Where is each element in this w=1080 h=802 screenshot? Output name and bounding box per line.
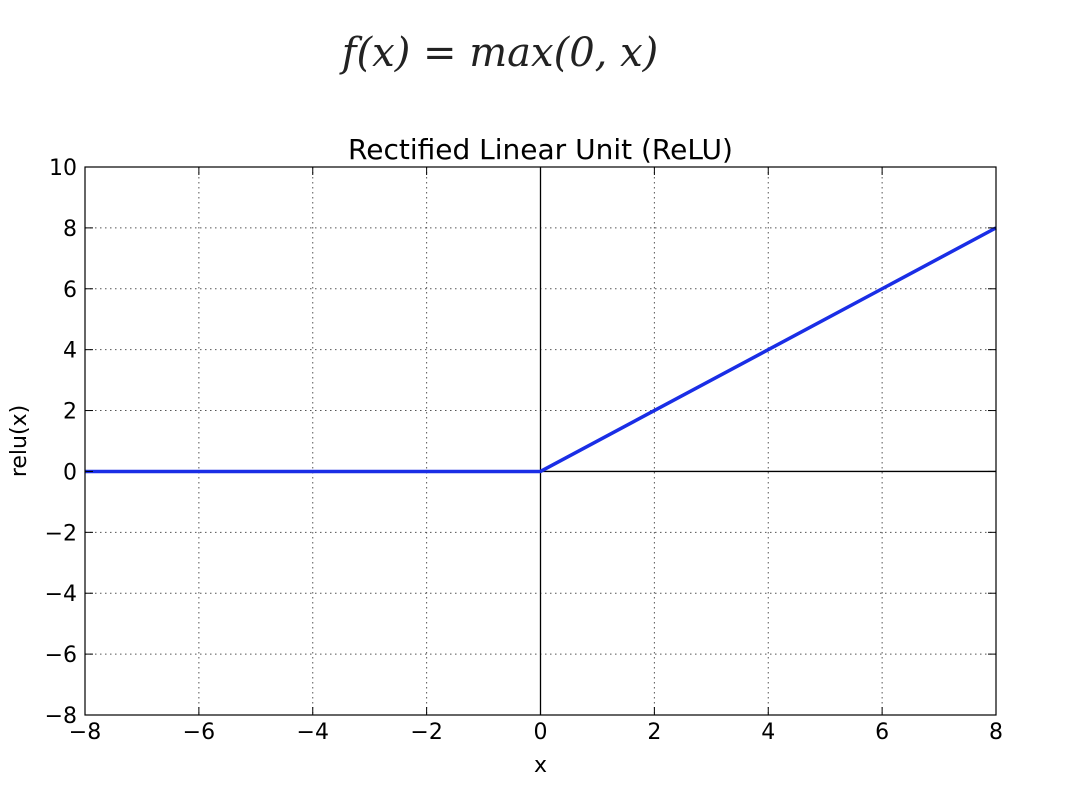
chart-title: Rectified Linear Unit (ReLU) bbox=[348, 133, 733, 166]
y-tick-label: 10 bbox=[49, 156, 77, 181]
x-tick-label: 2 bbox=[647, 720, 661, 745]
x-axis-label: x bbox=[534, 753, 547, 778]
formula-text: f(x) = max(0, x) bbox=[341, 30, 659, 76]
x-tick-label: 4 bbox=[761, 720, 775, 745]
y-tick-label: 0 bbox=[63, 460, 77, 485]
x-tick-label: −6 bbox=[183, 720, 215, 745]
y-tick-label: −6 bbox=[45, 643, 77, 668]
x-tick-label: −2 bbox=[410, 720, 442, 745]
y-tick-label: 4 bbox=[63, 339, 77, 364]
x-tick-label: 8 bbox=[989, 720, 1003, 745]
x-tick-label: 0 bbox=[534, 720, 548, 745]
tick-layer: −8 −6 −4 −2 0 2 4 6 8 −8 −6 −4 −2 0 2 4 6 8 10 bbox=[45, 156, 1003, 745]
x-tick-label: 6 bbox=[875, 720, 889, 745]
x-tick-label: −8 bbox=[69, 720, 101, 745]
y-axis-label: relu(x) bbox=[7, 405, 32, 477]
reference-lines bbox=[85, 167, 996, 715]
y-tick-label: −8 bbox=[45, 704, 77, 729]
y-tick-label: −2 bbox=[45, 521, 77, 546]
y-tick-label: 8 bbox=[63, 217, 77, 242]
y-tick-label: 2 bbox=[63, 400, 77, 425]
y-tick-label: −4 bbox=[45, 582, 77, 607]
y-tick-label: 6 bbox=[63, 278, 77, 303]
relu-series-line bbox=[85, 226, 997, 474]
x-tick-label: −4 bbox=[297, 720, 329, 745]
series-layer bbox=[85, 226, 997, 474]
